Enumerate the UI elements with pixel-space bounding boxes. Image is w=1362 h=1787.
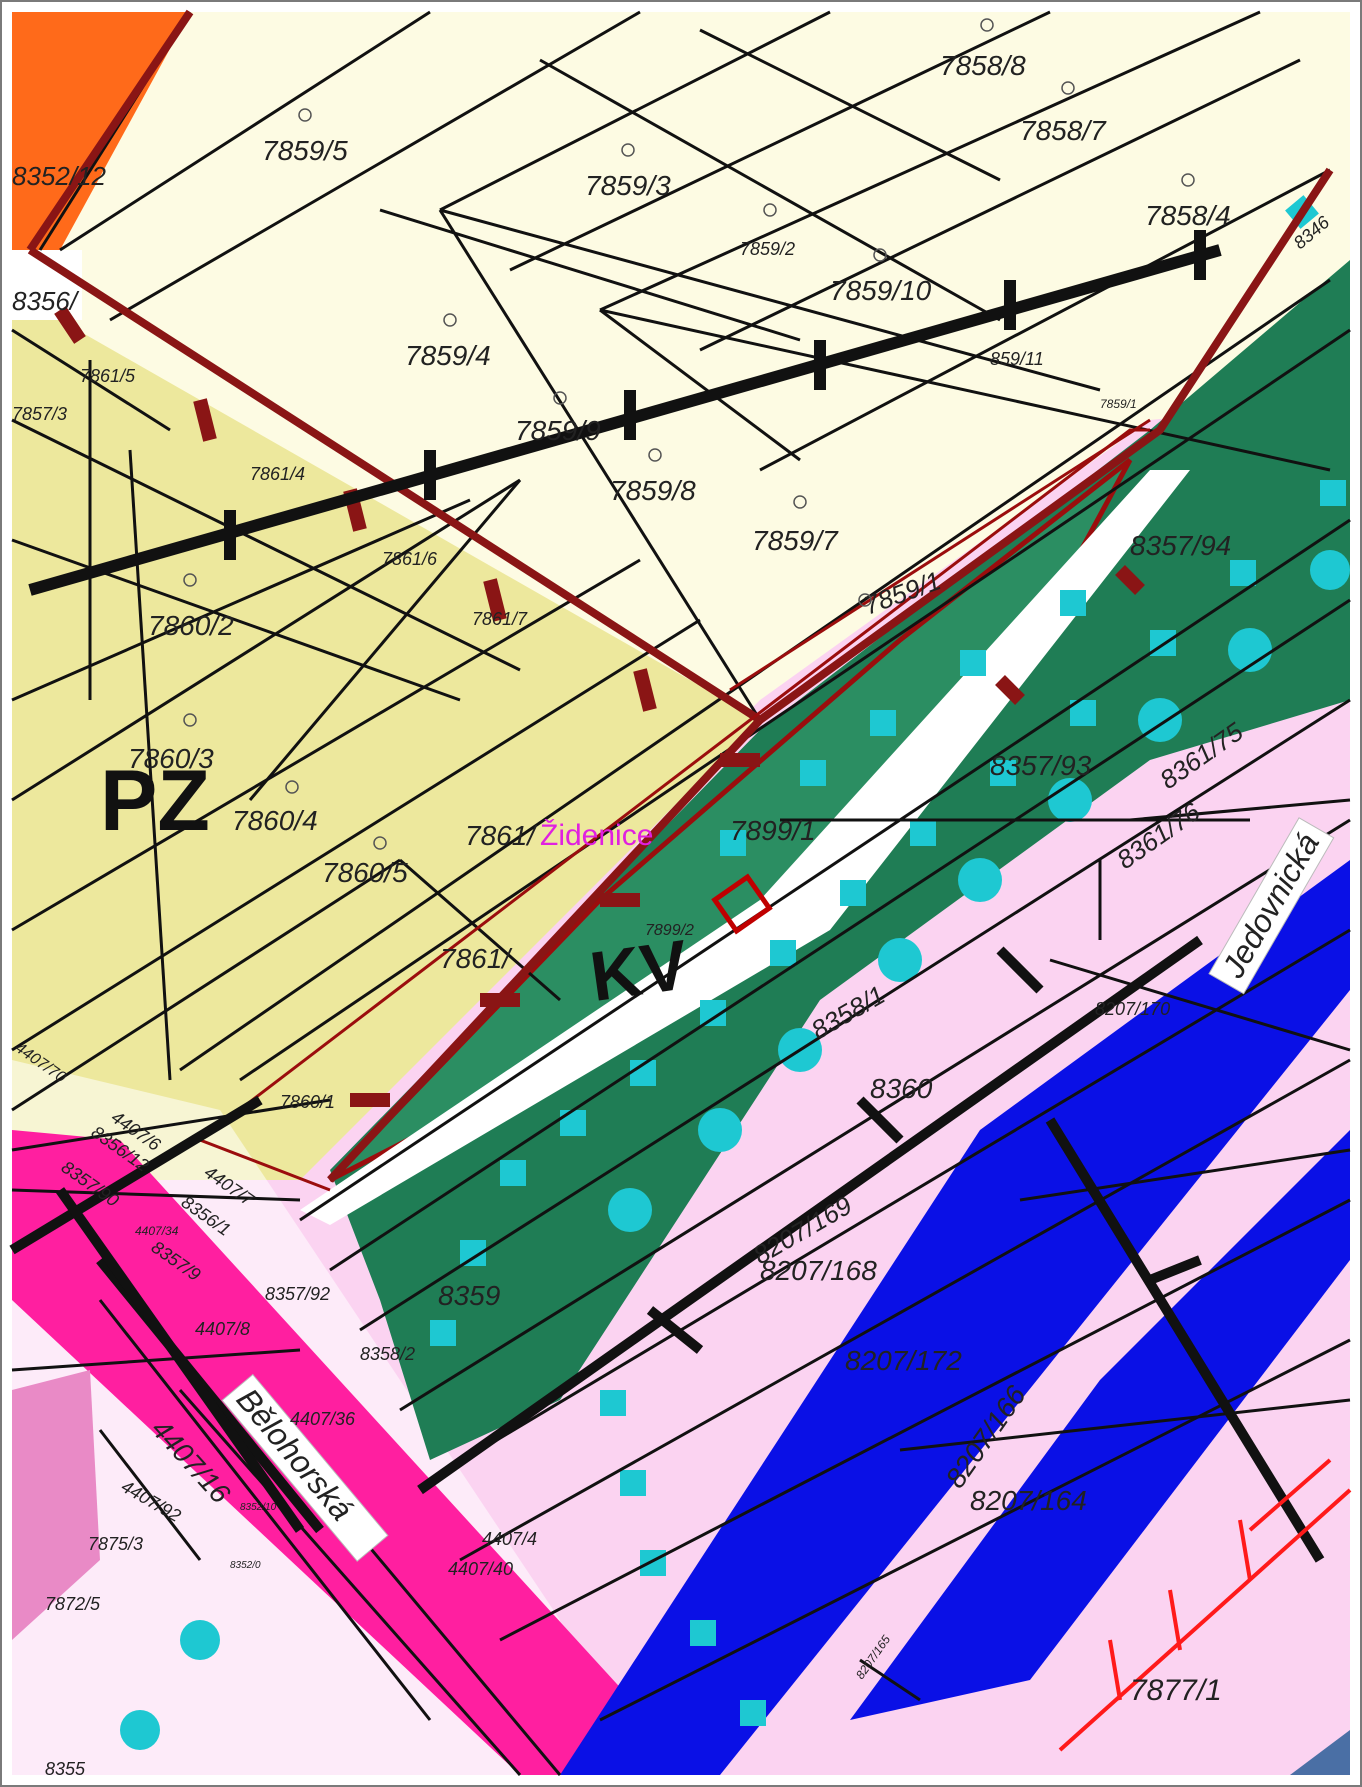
parcel-label: 4407/34 bbox=[135, 1224, 179, 1238]
plan-boundary bbox=[199, 418, 1151, 1192]
parcel-label: 8360 bbox=[870, 1073, 933, 1104]
parcel-label: 4407/36 bbox=[290, 1409, 356, 1429]
parcel-label: 8357/94 bbox=[1130, 530, 1231, 561]
blue-band-1 bbox=[560, 860, 1350, 1775]
parcel-label: 7860/2 bbox=[148, 610, 234, 641]
parcel-label: 7859/4 bbox=[405, 340, 491, 371]
zone-pz-area bbox=[12, 320, 760, 1180]
parcel-label: 7875/3 bbox=[88, 1534, 143, 1554]
parcel-label: 8207/168 bbox=[760, 1255, 877, 1286]
blue-corner bbox=[1290, 1730, 1350, 1775]
parcel-label: 7861/ bbox=[465, 820, 538, 851]
parcel-label: 8359 bbox=[438, 1280, 500, 1311]
parcel-label: 8355 bbox=[45, 1759, 86, 1779]
red-hatch-line bbox=[1058, 1458, 1352, 1752]
parcel-label: 7860/3 bbox=[128, 743, 214, 774]
parcel-label: 8357/92 bbox=[265, 1284, 330, 1304]
cyan-dash-lines bbox=[430, 195, 1346, 1726]
parcel-lines bbox=[11, 10, 1351, 1776]
pink-block bbox=[12, 1370, 100, 1640]
parcel-label: 7858/8 bbox=[940, 50, 1026, 81]
magenta-road bbox=[12, 1130, 700, 1775]
parcel-label: 7858/7 bbox=[1020, 115, 1107, 146]
parcel-label: 7859/1 bbox=[1100, 397, 1137, 411]
boundary-ticks bbox=[54, 306, 1145, 1107]
parcel-label: 8352/0 bbox=[230, 1560, 261, 1571]
parcel-label: 7860/5 bbox=[322, 857, 408, 888]
parcel-label: 4407/4 bbox=[482, 1529, 537, 1549]
parcel-label: 7859/7 bbox=[752, 525, 839, 556]
parcel-label: 7861/7 bbox=[472, 609, 528, 629]
parcel-label: 7857/3 bbox=[12, 404, 67, 424]
parcel-label: 7861/6 bbox=[382, 549, 438, 569]
parcel-label: 7859/10 bbox=[830, 275, 932, 306]
parcel-label: 7860/4 bbox=[232, 805, 318, 836]
parcel-label: 4407/8 bbox=[195, 1319, 250, 1339]
parcel-label: 7861/5 bbox=[80, 366, 136, 386]
parcel-label: 4407/40 bbox=[448, 1559, 513, 1579]
parcel-label: 7899/1 bbox=[730, 815, 816, 846]
parcel-label: 7860/1 bbox=[280, 1092, 335, 1112]
zone-code-kv: KV bbox=[586, 925, 693, 1016]
blue-band-2 bbox=[850, 1130, 1350, 1720]
rail-strip bbox=[300, 470, 1190, 1225]
parcel-label: 8352/10 bbox=[240, 1502, 277, 1513]
parcel-label: 7861/ bbox=[440, 943, 513, 974]
parcel-label: 7859/5 bbox=[262, 135, 348, 166]
parcel-label: 8357/93 bbox=[990, 750, 1092, 781]
parcel-label: 7859/3 bbox=[585, 170, 671, 201]
parcel-label: 8356/ bbox=[12, 286, 80, 316]
parcel-label: 7859/8 bbox=[610, 475, 696, 506]
kv-marker bbox=[711, 873, 773, 935]
parcel-label: 7899/2 bbox=[645, 922, 694, 939]
zone-code-pz: PZ bbox=[100, 753, 210, 849]
road-edges bbox=[9, 1095, 324, 1534]
parcel-label: 8358/2 bbox=[360, 1344, 415, 1364]
parcel-label: 8352/12 bbox=[12, 161, 107, 191]
fence-line bbox=[28, 230, 1222, 596]
parcel-label: 7877/1 bbox=[1130, 1674, 1222, 1707]
parcel-label: 8207/164 bbox=[970, 1485, 1087, 1516]
parcel-label: 859/11 bbox=[990, 349, 1044, 369]
parcel-symbols bbox=[183, 18, 1195, 850]
parcel-label: 7859/9 bbox=[515, 415, 601, 446]
parcel-label: 7858/4 bbox=[1145, 200, 1231, 231]
place-label-zidenice: Židenice bbox=[540, 819, 653, 852]
parcel-label: 7872/5 bbox=[45, 1594, 101, 1614]
parcel-label: 8207/172 bbox=[845, 1345, 962, 1376]
parcel-label: 7861/4 bbox=[250, 464, 305, 484]
parcel-label: 8207/170 bbox=[1095, 999, 1170, 1019]
parcel-label: 7859/2 bbox=[740, 239, 795, 259]
rail-fence bbox=[417, 935, 1325, 1563]
